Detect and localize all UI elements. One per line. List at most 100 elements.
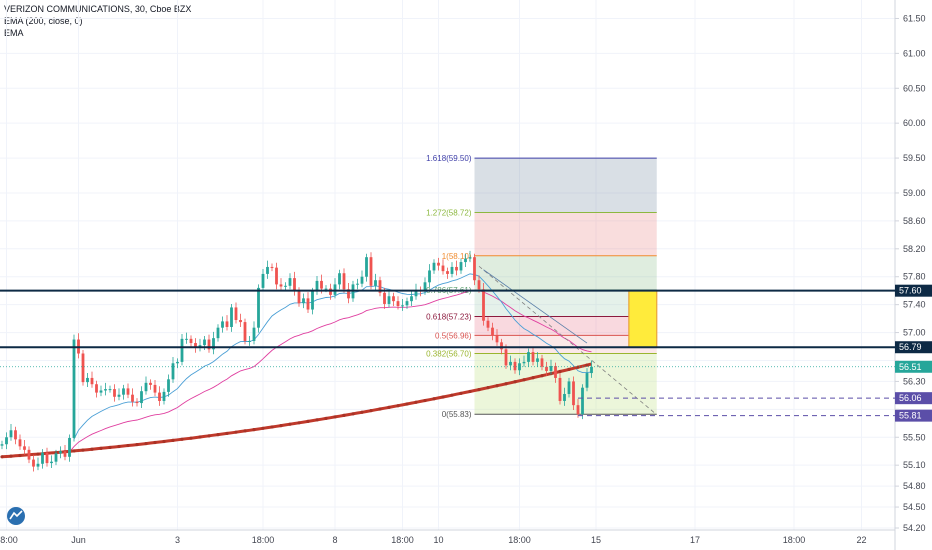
candle-body [261, 273, 265, 288]
ema-200-dot [324, 416, 328, 421]
fib-zone [474, 158, 657, 213]
x-tick-label: 18:00 [0, 535, 18, 545]
candle-body [558, 377, 562, 401]
candle-body [441, 265, 445, 272]
x-tick-label: 18:00 [391, 535, 414, 545]
candle-body [581, 387, 584, 415]
candle-body [23, 446, 26, 450]
candle-body [284, 285, 287, 287]
candle-body [302, 298, 305, 304]
candle-body [194, 343, 197, 348]
candle-body [108, 389, 112, 391]
ema-200-dot [540, 374, 544, 378]
candle-body [509, 361, 512, 366]
y-tick-label: 57.00 [903, 328, 926, 338]
fib-level-label: 1(58.10) [442, 252, 472, 261]
candle-body [522, 361, 526, 364]
level-tag [895, 341, 932, 354]
candle-body [360, 276, 364, 284]
ema-200-dot [432, 397, 436, 401]
y-tick-label: 58.20 [903, 244, 926, 254]
candle-body [140, 391, 143, 404]
candle-body [545, 366, 548, 371]
candle-body [162, 391, 166, 401]
y-tick-label: 61.50 [903, 13, 926, 23]
candle-body [491, 327, 494, 336]
x-tick-label: 18:00 [508, 535, 531, 545]
x-tick-label: Jun [71, 535, 86, 545]
ema-200-dot [297, 421, 301, 425]
ema-slow-line [55, 289, 592, 453]
ema-200-dot [342, 413, 346, 417]
fib-zone [474, 316, 657, 336]
ema-200-dot [288, 422, 292, 426]
y-tick-label: 58.60 [903, 216, 926, 226]
candle-body [401, 305, 404, 307]
dashed-level-tag [895, 409, 932, 422]
legend-ema-200[interactable]: EMA (200, close, 0) [4, 16, 83, 26]
candle-body [104, 389, 107, 391]
candle-body [342, 273, 346, 290]
candle-body [18, 439, 22, 447]
y-tick-label: 61.00 [903, 48, 926, 58]
legend-ema[interactable]: EMA [4, 28, 24, 38]
ema-200-dot [171, 438, 175, 442]
ema-200-dot [531, 376, 535, 380]
candle-body [531, 352, 535, 362]
y-tick-label: 57.40 [903, 300, 926, 310]
x-tick-label: 18:00 [783, 535, 806, 545]
x-tick-label: 15 [591, 535, 601, 545]
y-tick-label: 59.00 [903, 188, 926, 198]
candle-body [500, 342, 503, 350]
candle-body [9, 430, 13, 438]
ema-200-dot [369, 409, 373, 413]
candle-body [365, 257, 368, 277]
candle-body [468, 257, 472, 259]
candle-body [167, 379, 170, 392]
ema-200-dot [189, 436, 193, 440]
candle-body [54, 453, 58, 462]
legend-symbol[interactable]: VERIZON COMMUNICATIONS, 30, Cboe BZX [4, 4, 192, 14]
candle-body [5, 437, 8, 445]
candle-body [459, 262, 463, 271]
candle-body [180, 338, 184, 362]
candle-body [450, 266, 454, 274]
x-tick-label: 8 [332, 535, 337, 545]
candle-body [297, 290, 301, 304]
candle-body [482, 289, 485, 321]
candle-body [27, 449, 31, 460]
candle-body [243, 322, 247, 341]
candle-body [576, 405, 580, 415]
ema-200-dot [135, 442, 139, 447]
ema-200-dot [126, 443, 130, 448]
x-tick-label: 3 [175, 535, 180, 545]
ema-200-dot [396, 404, 400, 408]
candle-body [563, 393, 566, 401]
logo-icon-mark [9, 510, 23, 520]
ema-200-dot [0, 455, 4, 459]
ema-200-dot [585, 363, 589, 367]
y-tick-label: 55.50 [903, 432, 926, 442]
ema-200-dot [153, 440, 157, 445]
ema-200-dot [234, 430, 238, 434]
candle-body [410, 296, 413, 302]
ema-200-dot [360, 410, 364, 414]
dashed-level-tag [895, 392, 932, 405]
y-tick-label: 60.00 [903, 118, 926, 128]
ema-200-dot [378, 407, 382, 411]
ema-200-dot [162, 439, 166, 444]
ema-200-dot [108, 445, 112, 450]
y-tick-label: 54.50 [903, 502, 926, 512]
fib-zone [474, 335, 657, 354]
ema-200-dot [315, 418, 319, 422]
candle-body [387, 296, 391, 304]
ema-200-dot [72, 449, 76, 453]
fib-level-label: 0(55.83) [442, 410, 472, 419]
candle-body [68, 437, 71, 457]
candle-body [207, 339, 211, 350]
chart-legend: VERIZON COMMUNICATIONS, 30, Cboe BZX EMA… [4, 3, 191, 39]
candle-body [428, 270, 431, 283]
candle-body [473, 257, 476, 281]
candle-body [527, 352, 530, 362]
